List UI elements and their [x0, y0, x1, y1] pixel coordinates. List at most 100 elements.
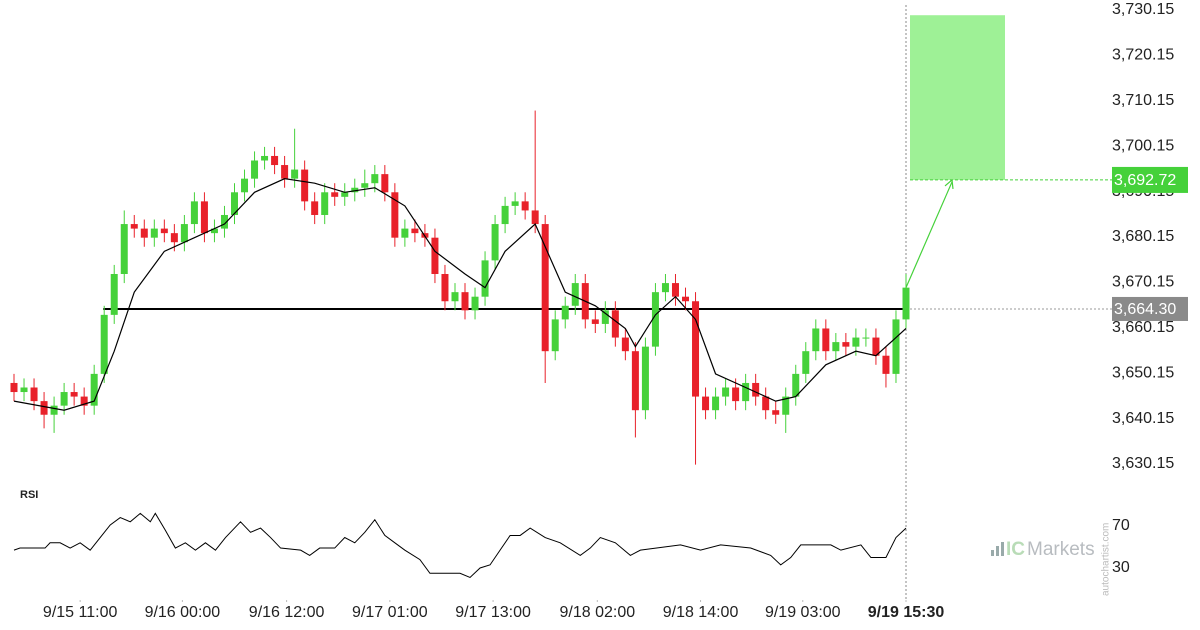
candle-body [200, 201, 208, 234]
candle-body [671, 283, 679, 297]
candle-body [361, 183, 369, 188]
y-tick-label: 3,670.15 [1112, 274, 1174, 291]
candle-body [621, 337, 629, 352]
candle-body [130, 224, 138, 229]
candle-body [541, 224, 549, 352]
candle-body [331, 192, 339, 197]
candle-body [862, 337, 870, 339]
y-tick-label: 3,710.15 [1112, 92, 1174, 109]
logo: IC Markets [991, 539, 1095, 560]
candle-body [30, 387, 38, 402]
candle-body [140, 228, 148, 238]
candle-body [220, 214, 228, 229]
candle-body [712, 396, 720, 411]
candle-body [251, 160, 259, 179]
candle-body [551, 319, 559, 352]
candle-body [20, 387, 28, 393]
candle-body [291, 169, 299, 179]
x-tick-label: 9/17 01:00 [352, 604, 428, 621]
candle-body [792, 373, 800, 397]
candle-body [110, 274, 118, 315]
candle-body [230, 192, 238, 215]
candle-body [441, 274, 449, 302]
candle-body [50, 405, 58, 415]
y-tick-label: 3,650.15 [1112, 364, 1174, 381]
x-tick-label: 9/19 03:00 [765, 604, 841, 621]
candle-body [100, 314, 108, 374]
candle-body [782, 396, 790, 415]
y-tick-label: 3,660.15 [1112, 319, 1174, 336]
y-tick-label: 3,720.15 [1112, 47, 1174, 64]
candle-body [451, 292, 459, 302]
candle-body [832, 342, 840, 352]
candle-body [732, 387, 740, 402]
rsi-tick-label: 30 [1112, 559, 1130, 576]
candle-body [722, 387, 730, 397]
target-zone [910, 15, 1005, 180]
candle-body [341, 192, 349, 197]
x-tick-label: 9/18 02:00 [559, 604, 635, 621]
candle-body [762, 396, 770, 411]
x-tick-label: 9/15 11:00 [43, 604, 118, 621]
candle-body [651, 292, 659, 347]
y-tick-label: 3,680.15 [1112, 228, 1174, 245]
candle-body [752, 382, 760, 397]
candle-body [70, 392, 78, 397]
candle-body [812, 328, 820, 352]
candle-body [60, 392, 68, 406]
candle-body [190, 201, 198, 225]
y-tick-label: 3,730.15 [1112, 1, 1174, 18]
candle-body [150, 228, 158, 238]
candle-body [591, 319, 599, 324]
candle-body [842, 342, 850, 347]
candle-body [311, 201, 319, 215]
candle-body [872, 337, 880, 356]
candle-body [271, 155, 279, 166]
logo-bar [1001, 542, 1004, 556]
candle-body [80, 396, 88, 406]
arrow-head [944, 179, 954, 189]
candle-body [611, 310, 619, 338]
brand-name: Markets [1027, 539, 1095, 560]
candle-body [511, 201, 519, 206]
candle-body [411, 228, 419, 234]
candle-body [261, 155, 269, 161]
candle-body [10, 382, 18, 393]
x-tick-label: 9/17 13:00 [455, 604, 531, 621]
x-tick-label: 9/16 12:00 [249, 604, 325, 621]
candle-body [371, 174, 379, 184]
candle-body [391, 192, 399, 238]
projection-arrow [905, 181, 953, 288]
candle-body [682, 296, 690, 302]
candle-body [822, 328, 830, 352]
candle-body [481, 260, 489, 297]
logo-bar [996, 546, 999, 556]
candle-body [772, 410, 780, 415]
candle-body [381, 174, 389, 193]
candle-body [882, 355, 890, 374]
x-tick-label: 9/19 15:30 [868, 604, 945, 621]
target-price-label: 3,692.72 [1114, 172, 1176, 189]
site-watermark: autochartist.com [1101, 523, 1112, 596]
candle-body [40, 401, 48, 415]
rsi-tick-label: 70 [1112, 517, 1130, 534]
candle-body [501, 205, 509, 225]
candle-body [90, 373, 98, 406]
candle-body [561, 305, 569, 320]
rsi-label: RSI [20, 489, 38, 501]
candle-body [431, 237, 439, 275]
candle-body [742, 382, 750, 402]
candle-body [180, 224, 188, 243]
candle-body [321, 192, 329, 215]
logo-bar [991, 550, 994, 556]
candle-body [601, 310, 609, 324]
candle-body [521, 201, 529, 211]
candle-body [461, 292, 469, 311]
candle-body [471, 296, 479, 311]
candle-body [351, 187, 359, 193]
y-tick-label: 3,630.15 [1112, 455, 1174, 472]
candle-body [892, 319, 900, 374]
candle-body [692, 301, 700, 397]
